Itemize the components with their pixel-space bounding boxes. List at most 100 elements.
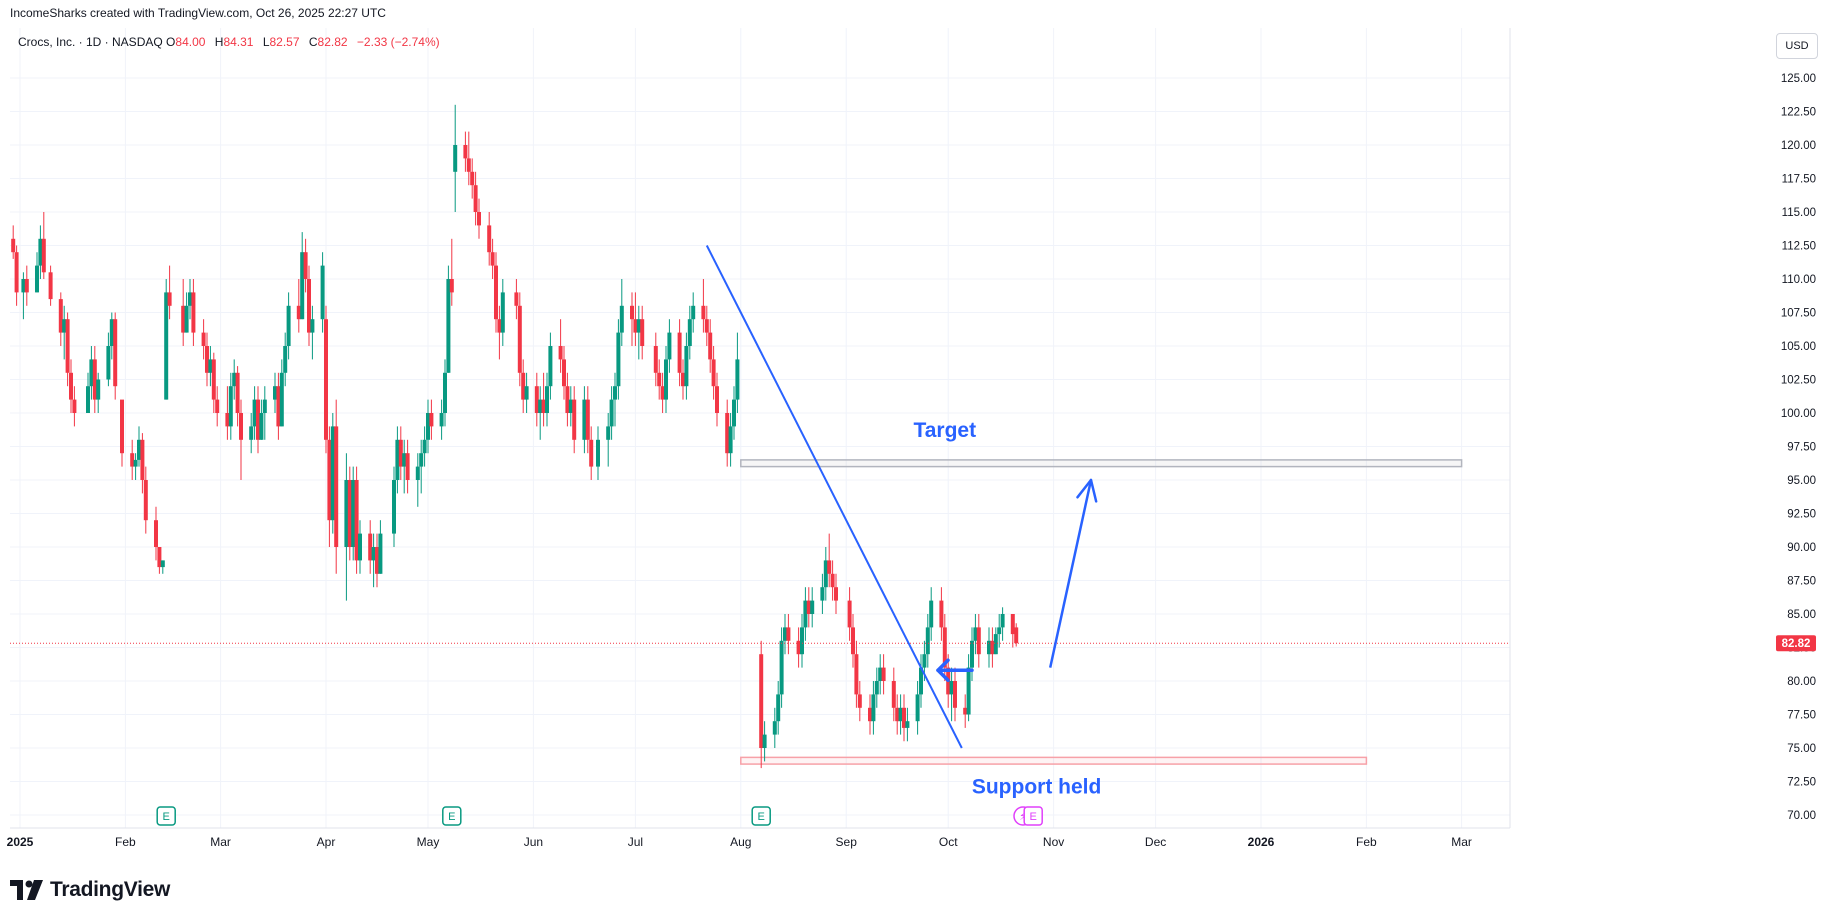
candle: [796, 627, 801, 668]
price-tick-label: 75.00: [1787, 743, 1816, 755]
candle: [296, 279, 301, 333]
candle: [466, 131, 471, 186]
candle-body: [205, 346, 209, 373]
candle: [429, 399, 434, 440]
candle-body: [208, 359, 213, 373]
annotation-text[interactable]: Target: [913, 419, 976, 442]
candle-body: [344, 480, 349, 547]
candle-body: [140, 439, 145, 480]
candle-body: [259, 413, 264, 440]
time-tick-label: Mar: [1451, 835, 1472, 849]
candle: [810, 587, 815, 628]
candle: [164, 279, 169, 400]
candle: [181, 279, 186, 346]
candle-body: [667, 332, 672, 360]
candle-body: [157, 547, 162, 568]
annotation-text[interactable]: Support held: [972, 776, 1102, 799]
candle-body: [810, 600, 815, 614]
time-axis[interactable]: 2025 Feb Mar Apr May Jun Jul Aug Sep Oct Nov Dec 202…: [7, 827, 1510, 849]
candle: [534, 372, 539, 427]
candle: [691, 292, 696, 333]
candle-body: [854, 654, 859, 695]
candle-body: [252, 399, 257, 427]
candle-body: [735, 359, 740, 400]
candle-body: [449, 279, 454, 293]
candle: [524, 372, 529, 413]
candle-body: [653, 346, 658, 373]
support-zone[interactable]: [740, 756, 1368, 765]
up-arrow-head[interactable]: [1076, 478, 1093, 499]
time-tick-label: 2025: [7, 835, 34, 849]
candle: [453, 104, 458, 212]
candle: [14, 245, 19, 306]
candle-body: [987, 640, 991, 655]
candle: [35, 252, 39, 293]
chart-drawings[interactable]: [10, 245, 1510, 749]
candle: [786, 614, 791, 655]
candle-body: [704, 319, 709, 333]
candle: [881, 654, 886, 695]
candle-body: [929, 600, 934, 628]
candle-body: [847, 600, 852, 628]
candle: [541, 372, 546, 427]
candle: [41, 212, 46, 279]
event-markers[interactable]: E E E ⚡ E: [156, 806, 1043, 826]
candle-body: [133, 459, 138, 467]
candle-body: [973, 627, 978, 641]
earnings-event-icon[interactable]: E: [442, 806, 462, 826]
candle-body: [89, 359, 94, 387]
candle: [439, 399, 444, 440]
candle-body: [490, 252, 495, 266]
candle: [211, 352, 216, 413]
candle: [354, 466, 359, 574]
tradingview-brand[interactable]: TradingView: [10, 876, 170, 904]
candle: [368, 520, 373, 574]
up-arrow-head[interactable]: [1089, 478, 1098, 503]
candle: [157, 547, 162, 574]
candle: [667, 319, 672, 373]
candle: [759, 640, 764, 769]
candle-body: [823, 560, 828, 588]
candle: [898, 694, 903, 735]
candle-body: [772, 721, 777, 735]
candle-body: [820, 587, 825, 601]
candle: [660, 372, 665, 413]
left-arrow-head[interactable]: [936, 658, 950, 683]
earnings-event-icon[interactable]: E: [751, 806, 771, 826]
target-zone[interactable]: [740, 459, 1463, 468]
trendline[interactable]: [705, 245, 963, 749]
candle-body: [830, 573, 835, 588]
earnings-marker-label: E: [758, 811, 765, 823]
price-axis[interactable]: 125.00 122.50 120.00 117.50 115.00 112.50 110.…: [1509, 28, 1816, 828]
candle-body: [857, 694, 862, 708]
candle-body: [636, 319, 641, 333]
candle: [235, 366, 240, 427]
candle: [562, 346, 566, 400]
candle: [395, 426, 400, 494]
candle-body: [470, 171, 475, 186]
candle: [514, 279, 519, 320]
candle: [997, 614, 1002, 648]
candle: [286, 292, 291, 360]
candle-body: [300, 252, 305, 320]
candle: [963, 694, 968, 728]
candle-body: [779, 640, 784, 695]
candle: [24, 265, 29, 306]
currency-button[interactable]: USD: [1776, 33, 1818, 59]
candle-body: [143, 480, 148, 521]
earnings-event-icon[interactable]: E: [156, 806, 176, 826]
candle: [735, 332, 740, 413]
time-tick-label: Nov: [1043, 835, 1064, 849]
earnings-event-icon[interactable]: E: [1023, 806, 1043, 826]
candle: [1000, 607, 1005, 641]
candle: [208, 346, 213, 387]
candle-body: [562, 359, 566, 387]
candle: [701, 279, 706, 333]
up-arrow-shaft[interactable]: [1048, 479, 1093, 668]
candle-body: [439, 413, 444, 427]
candle: [120, 399, 124, 467]
candle: [919, 654, 923, 708]
candle: [704, 305, 709, 346]
candle: [487, 212, 492, 266]
